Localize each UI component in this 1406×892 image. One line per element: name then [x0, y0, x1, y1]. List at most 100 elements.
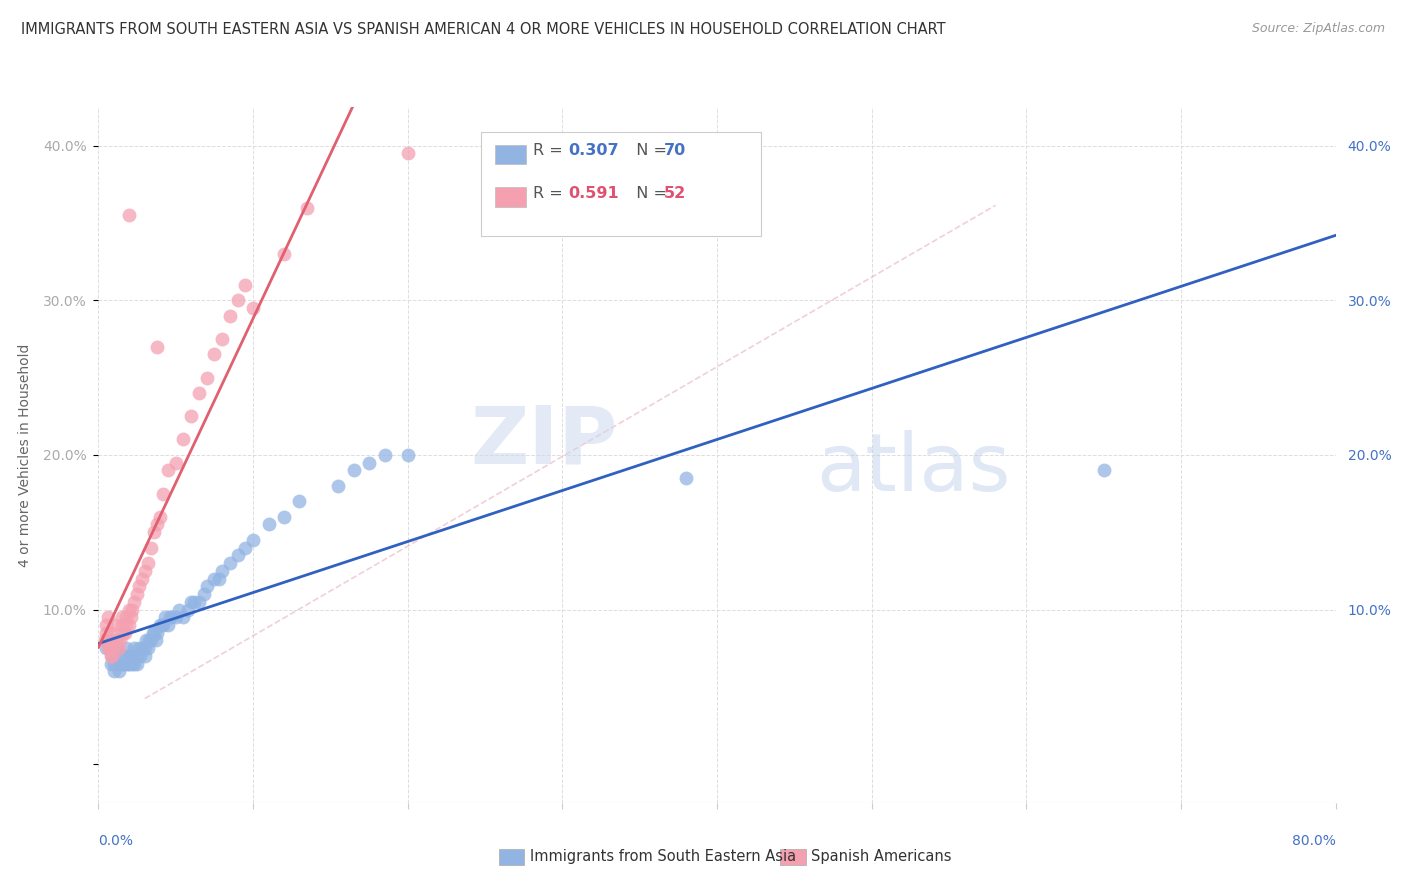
Point [157, 463, 180, 477]
Point [173, 433, 195, 447]
Point [675, 471, 697, 485]
Point [136, 556, 159, 570]
Point [139, 633, 162, 648]
Point [100, 625, 122, 640]
Point [297, 201, 319, 215]
Point [128, 579, 150, 593]
Point [204, 347, 226, 361]
Point [195, 579, 218, 593]
Point [1092, 463, 1115, 477]
Point [135, 633, 157, 648]
Text: N =: N = [626, 186, 672, 202]
Point [118, 618, 141, 632]
Text: N =: N = [626, 144, 672, 159]
Point [134, 641, 156, 656]
Point [211, 332, 233, 346]
Point [357, 456, 380, 470]
Text: Spanish Americans: Spanish Americans [811, 849, 952, 863]
Point [226, 293, 249, 308]
Point [121, 648, 143, 663]
Point [128, 641, 150, 656]
Point [101, 648, 124, 663]
Point [96, 641, 118, 656]
Point [98, 633, 121, 648]
Point [146, 625, 169, 640]
Point [149, 509, 172, 524]
Text: 0.0%: 0.0% [98, 834, 134, 848]
Point [160, 610, 183, 624]
Point [122, 595, 145, 609]
Point [134, 648, 156, 663]
Point [103, 665, 125, 679]
Point [157, 618, 180, 632]
Point [103, 618, 125, 632]
Point [120, 648, 142, 663]
Point [121, 657, 143, 671]
Point [145, 633, 167, 648]
Point [167, 602, 190, 616]
Text: Source: ZipAtlas.com: Source: ZipAtlas.com [1251, 22, 1385, 36]
Point [96, 625, 118, 640]
Text: R =: R = [533, 186, 568, 202]
Point [159, 610, 181, 624]
Point [105, 633, 128, 648]
Point [165, 610, 187, 624]
Point [226, 549, 249, 563]
Point [127, 657, 149, 671]
Point [114, 625, 136, 640]
Point [111, 648, 134, 663]
Y-axis label: 4 or more Vehicles in Household: 4 or more Vehicles in Household [18, 343, 31, 566]
Point [152, 618, 174, 632]
Point [165, 456, 187, 470]
Point [112, 625, 135, 640]
Point [134, 564, 156, 578]
Point [120, 610, 142, 624]
Point [242, 301, 264, 315]
Text: 52: 52 [664, 186, 686, 202]
Point [122, 641, 145, 656]
Point [146, 517, 169, 532]
Point [193, 587, 215, 601]
Point [107, 641, 129, 656]
Point [139, 541, 162, 555]
Point [211, 564, 233, 578]
Point [188, 386, 211, 401]
Point [105, 641, 128, 656]
Point [142, 625, 165, 640]
Point [235, 277, 257, 292]
Point [257, 517, 280, 532]
Text: IMMIGRANTS FROM SOUTH EASTERN ASIA VS SPANISH AMERICAN 4 OR MORE VEHICLES IN HOU: IMMIGRANTS FROM SOUTH EASTERN ASIA VS SP… [21, 22, 946, 37]
Text: 80.0%: 80.0% [1292, 834, 1336, 848]
Point [143, 525, 166, 540]
Point [195, 370, 218, 384]
Point [138, 633, 160, 648]
Point [114, 657, 136, 671]
Point [152, 486, 174, 500]
Point [111, 657, 134, 671]
Point [93, 633, 115, 648]
Point [396, 448, 419, 462]
Point [111, 610, 134, 624]
Point [374, 448, 396, 462]
Point [273, 247, 295, 261]
Point [118, 657, 141, 671]
Point [122, 657, 145, 671]
Point [143, 625, 166, 640]
Point [149, 618, 172, 632]
Point [235, 541, 257, 555]
Point [273, 509, 295, 524]
Point [127, 648, 149, 663]
Text: 0.307: 0.307 [568, 144, 619, 159]
Point [97, 610, 120, 624]
Point [343, 463, 366, 477]
Point [98, 641, 121, 656]
Point [100, 648, 122, 663]
Point [118, 602, 141, 616]
Point [326, 479, 350, 493]
Point [115, 618, 138, 632]
Point [111, 618, 134, 632]
Point [112, 657, 135, 671]
Point [219, 556, 242, 570]
Point [136, 641, 159, 656]
Point [115, 610, 138, 624]
